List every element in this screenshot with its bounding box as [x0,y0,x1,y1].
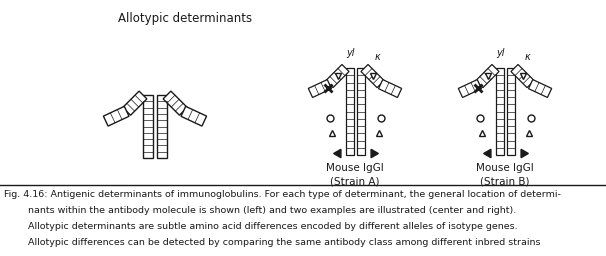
Polygon shape [123,91,147,115]
Text: Allotypic differences can be detected by comparing the same antibody class among: Allotypic differences can be detected by… [4,238,541,247]
Text: $\kappa$: $\kappa$ [524,52,532,62]
Text: yl: yl [346,48,355,58]
Bar [507,68,514,155]
Text: nants within the antibody molecule is shown (left) and two examples are illustra: nants within the antibody molecule is sh… [4,206,516,215]
Polygon shape [308,80,331,98]
Polygon shape [326,65,349,88]
Polygon shape [104,106,129,126]
Bar [345,68,353,155]
Polygon shape [528,80,551,98]
Polygon shape [476,65,499,88]
Polygon shape [379,80,402,98]
Polygon shape [458,80,482,98]
Text: yl: yl [496,48,504,58]
Text: $\kappa$: $\kappa$ [374,52,382,62]
Text: Mouse IgGl
(Strain B): Mouse IgGl (Strain B) [476,163,534,187]
Bar [157,95,167,158]
Text: Allotypic determinants are subtle amino acid differences encoded by different al: Allotypic determinants are subtle amino … [4,222,518,231]
Bar [496,68,504,155]
Polygon shape [181,106,207,126]
Bar [143,95,153,158]
Text: Allotypic determinants: Allotypic determinants [118,12,252,25]
Bar [356,68,364,155]
Text: Fig. 4.16: Antigenic determinants of immunoglobulins. For each type of determina: Fig. 4.16: Antigenic determinants of imm… [4,190,561,199]
Polygon shape [163,91,187,115]
Text: Mouse IgGl
(Strain A): Mouse IgGl (Strain A) [326,163,384,187]
Polygon shape [361,65,384,88]
Polygon shape [511,65,534,88]
